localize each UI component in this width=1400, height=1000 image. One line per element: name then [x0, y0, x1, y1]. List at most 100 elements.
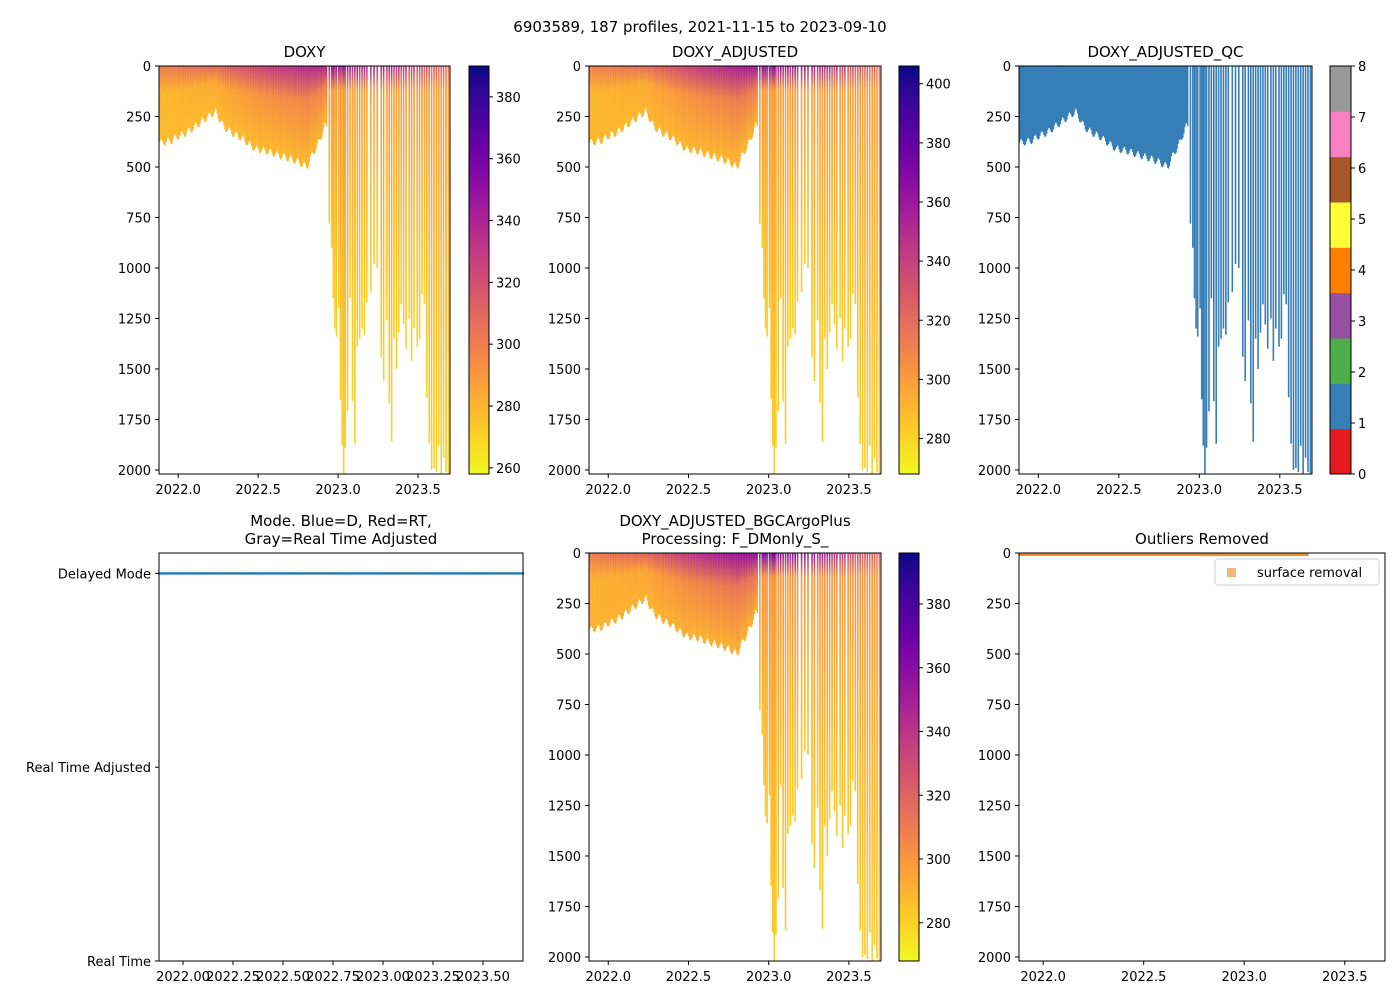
profile-bar: [1202, 66, 1205, 446]
profile-column: [747, 66, 750, 141]
profile-column: [206, 66, 208, 120]
profile-column: [657, 66, 659, 130]
colorbar-tick-label: 340: [496, 215, 521, 230]
profile-column: [1040, 66, 1042, 133]
profile-column: [1065, 66, 1067, 122]
mode-marker: [459, 572, 462, 575]
x-tick-label: 2023.50: [456, 970, 510, 985]
profile-column: [195, 66, 197, 123]
mode-marker: [513, 572, 517, 575]
profile-bar: [759, 66, 761, 224]
profile-column: [236, 66, 239, 134]
profile-column: [296, 66, 298, 159]
profile-bar: [878, 66, 881, 474]
profile-column: [708, 553, 710, 642]
profile-column: [1171, 66, 1173, 153]
profile-bar: [1297, 66, 1300, 472]
profile-column: [679, 66, 681, 141]
profile-column: [1111, 66, 1114, 147]
profile-column: [232, 66, 235, 137]
mode-marker: [517, 572, 521, 575]
profile-column: [1182, 66, 1184, 138]
colorbar-tick-label: 260: [496, 462, 521, 477]
profile-bar: [761, 553, 764, 735]
profile-column: [608, 66, 610, 139]
profile-column: [1098, 66, 1100, 138]
profile-column: [755, 66, 757, 124]
profile-column: [661, 66, 663, 135]
profile-column: [693, 553, 696, 635]
profile-column: [1148, 66, 1150, 161]
y-tick-label: 750: [556, 698, 581, 713]
profile-column: [166, 66, 169, 139]
profile-column: [607, 553, 609, 627]
mode-marker: [384, 572, 388, 575]
profile-column: [707, 553, 709, 639]
profile-column: [1160, 66, 1162, 164]
y-tick-label: 1500: [978, 850, 1011, 865]
profile-column: [638, 553, 640, 600]
mode-marker: [433, 572, 437, 575]
profile-column: [1071, 66, 1073, 117]
profile-column: [592, 66, 595, 144]
profile-column: [658, 66, 660, 128]
mode-marker: [509, 572, 513, 575]
profile-column: [664, 66, 666, 135]
profile-column: [184, 66, 187, 137]
profile-column: [632, 66, 634, 118]
y-tick-label: 2000: [548, 464, 581, 479]
profile-column: [238, 66, 240, 140]
profile-column: [711, 66, 713, 159]
profile-bar: [871, 553, 873, 961]
profile-bar: [1264, 66, 1267, 325]
profile-column: [650, 66, 652, 122]
profile-bar: [1283, 66, 1285, 295]
profile-column: [312, 66, 314, 154]
profile-column: [1100, 66, 1102, 141]
profile-bar: [764, 553, 767, 816]
mode-marker: [161, 572, 165, 575]
profile-bar: [873, 66, 876, 458]
profile-column: [726, 553, 729, 646]
profile-column: [1055, 66, 1058, 123]
colorbar-tick-label: 6: [1358, 162, 1366, 177]
y-tick-label: 750: [986, 211, 1011, 226]
profile-bar: [773, 66, 776, 474]
profile-column: [692, 553, 694, 636]
profile-column: [715, 553, 717, 643]
profile-column: [319, 66, 321, 140]
profile-column: [288, 66, 290, 159]
profile-column: [593, 66, 596, 146]
mode-marker: [337, 572, 341, 575]
profile-column: [1153, 66, 1155, 162]
profile-column: [728, 66, 730, 160]
profile-column: [641, 66, 644, 118]
profile-column: [260, 66, 263, 152]
profile-column: [615, 66, 618, 134]
profile-column: [1115, 66, 1117, 148]
profile-column: [189, 66, 192, 131]
mode-marker: [392, 572, 396, 575]
panel-title: Mode. Blue=D, Red=RT,: [250, 512, 432, 530]
profile-column: [191, 66, 193, 132]
mode-marker: [419, 572, 423, 575]
profile-bar: [836, 553, 838, 836]
profile-bar: [861, 66, 864, 470]
profile-column: [321, 66, 323, 138]
panel-title-line2: Gray=Real Time Adjusted: [245, 530, 438, 548]
colorbar-segment: [1330, 66, 1351, 112]
profile-column: [651, 66, 653, 121]
profile-column: [674, 553, 677, 629]
profile-column: [269, 66, 271, 149]
profile-column: [203, 66, 205, 120]
profile-column: [639, 66, 641, 113]
mode-marker: [163, 572, 167, 575]
profile-column: [643, 66, 646, 112]
profile-column: [731, 66, 733, 167]
profile-column: [252, 66, 254, 150]
profile-column: [687, 66, 689, 147]
profile-bar: [398, 66, 400, 333]
profile-column: [284, 66, 287, 156]
profile-column: [662, 553, 664, 624]
colorbar-tick-label: 280: [926, 433, 951, 448]
